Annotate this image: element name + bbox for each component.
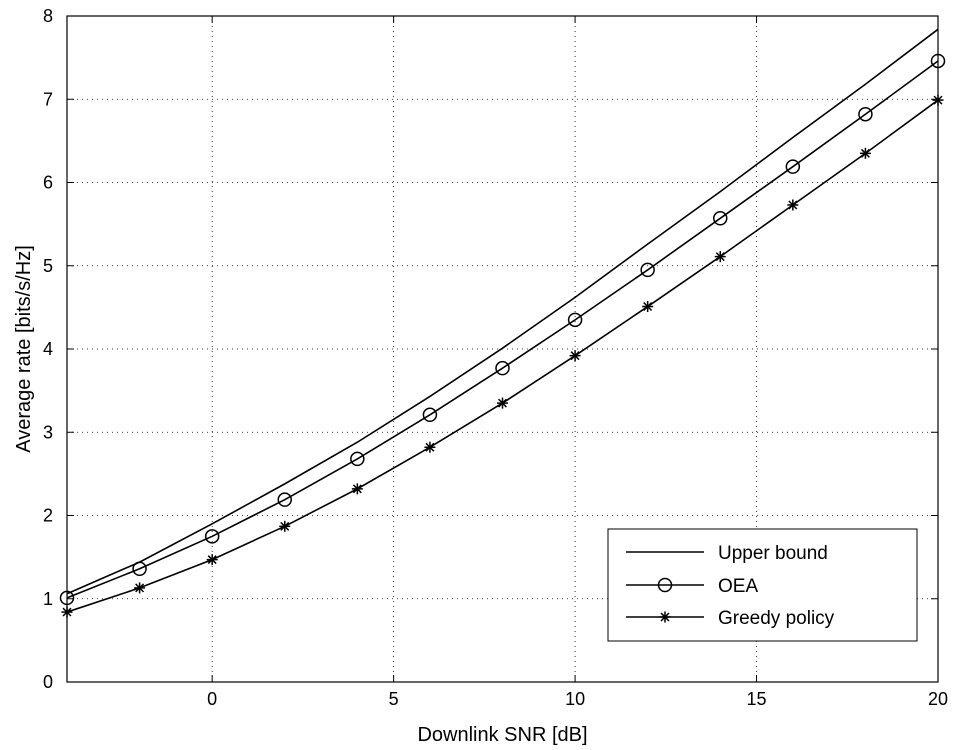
legend-marker-asterisk	[659, 611, 671, 623]
data-point-oea	[567, 312, 583, 328]
data-point-greedy-policy	[714, 251, 726, 263]
data-point-greedy-policy	[569, 350, 581, 362]
data-point-greedy-policy	[279, 520, 291, 532]
y-tick-label: 4	[43, 339, 53, 359]
y-tick-label: 7	[43, 89, 53, 109]
legend: Upper bound OEA Greedy policy	[607, 528, 918, 642]
x-tick-label: 15	[747, 689, 767, 709]
data-point-oea	[132, 561, 147, 577]
y-axis-label: Average rate [bits/s/Hz]	[13, 245, 35, 453]
data-point-greedy-policy	[859, 147, 871, 159]
x-tick-label: 20	[928, 689, 948, 709]
series-upper-bound	[66, 28, 939, 595]
data-point-oea	[858, 106, 873, 122]
legend-circle-marker	[657, 577, 673, 593]
data-point-greedy-policy	[497, 397, 508, 409]
x-tick-label: 0	[207, 689, 217, 709]
data-point-oea	[277, 492, 292, 507]
data-point-greedy-policy	[134, 582, 146, 594]
data-point-oea	[640, 262, 655, 278]
data-point-greedy-policy	[787, 199, 799, 211]
y-tick-label: 1	[43, 589, 53, 609]
y-tick-label: 0	[43, 672, 53, 692]
series-oea	[59, 53, 946, 606]
data-point-oea	[204, 529, 220, 544]
series-line-upper-bound	[66, 28, 939, 595]
y-tick-label: 2	[43, 506, 53, 526]
data-point-oea	[785, 159, 801, 174]
data-point-oea	[422, 407, 438, 423]
data-point-greedy-policy	[642, 301, 654, 313]
axis-ticks: 0 5 10 15 20 0 1 2 3 4 5 6 7 8	[43, 6, 948, 709]
legend-label-greedy-policy: Greedy policy	[718, 608, 835, 629]
x-tick-label: 5	[389, 689, 399, 709]
y-tick-label: 8	[43, 6, 53, 26]
data-point-greedy-policy	[351, 483, 363, 495]
y-tick-label: 5	[43, 256, 53, 276]
series-greedy-policy	[61, 94, 944, 618]
data-point-oea	[495, 360, 510, 376]
x-axis-label: Downlink SNR [dB]	[417, 724, 587, 746]
legend-label-oea: OEA	[718, 576, 758, 597]
legend-label-upper-bound: Upper bound	[718, 543, 828, 564]
series-line-oea	[66, 60, 939, 599]
data-point-greedy-policy	[206, 554, 218, 566]
legend-marker-circle	[657, 577, 673, 593]
y-tick-label: 6	[43, 173, 53, 193]
x-tick-label: 10	[565, 689, 585, 709]
data-point-oea	[350, 451, 365, 467]
y-tick-label: 3	[43, 422, 53, 442]
legend-asterisk-marker	[659, 611, 671, 623]
data-point-oea	[713, 211, 728, 226]
data-point-greedy-policy	[424, 441, 436, 453]
